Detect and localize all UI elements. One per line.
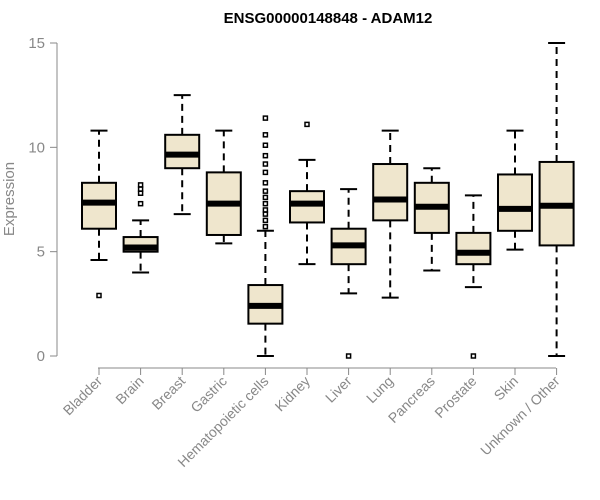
outlier-point	[345, 353, 352, 359]
iqr-box	[81, 181, 117, 230]
outlier-point	[262, 115, 269, 121]
outlier-point	[262, 211, 269, 217]
x-tick-label: Bladder	[60, 373, 106, 419]
x-tick-label: Liver	[322, 373, 355, 406]
x-tick-label: Unknown / Other	[477, 373, 563, 459]
y-tick-label: 5	[37, 244, 45, 261]
outlier-point	[262, 180, 269, 186]
box-1	[122, 182, 159, 274]
y-tick-label: 0	[37, 348, 45, 365]
outlier-point	[262, 188, 269, 194]
x-tick-label: Prostate	[431, 373, 479, 421]
outlier-point	[304, 121, 310, 128]
box-11	[538, 42, 575, 357]
box-9	[455, 194, 492, 359]
outlier-point	[262, 161, 269, 167]
iqr-box	[289, 190, 325, 224]
iqr-box	[164, 133, 201, 170]
outlier-point	[137, 182, 144, 188]
box-3	[205, 129, 242, 245]
outlier-point	[470, 353, 477, 359]
x-tick-label: Skin	[491, 373, 522, 404]
box-6	[330, 188, 367, 359]
chart-title: ENSG00000148848 - ADAM12	[224, 10, 433, 27]
outlier-point	[262, 152, 269, 159]
y-tick-label: 10	[28, 139, 45, 156]
iqr-box	[372, 163, 409, 222]
outlier-point	[262, 169, 269, 176]
outlier-point	[262, 132, 269, 138]
x-tick-label: Lung	[363, 373, 396, 406]
outlier-point	[137, 200, 144, 207]
outlier-point	[137, 190, 144, 196]
x-tick-label: Kidney	[272, 373, 314, 415]
outlier-point	[262, 200, 269, 207]
box-7	[372, 129, 409, 299]
box-4	[247, 115, 284, 357]
outlier-point	[262, 142, 269, 148]
boxes-group	[81, 42, 575, 359]
y-axis-label: Expression	[1, 162, 18, 236]
box-10	[497, 129, 533, 251]
outlier-point	[262, 217, 269, 224]
box-2	[164, 94, 201, 216]
box-8	[413, 167, 450, 272]
outlier-point	[96, 292, 102, 299]
box-0	[81, 129, 117, 299]
x-tick-label: Breast	[148, 373, 188, 413]
outlier-point	[262, 194, 269, 201]
y-tick-label: 15	[28, 35, 45, 52]
outlier-point	[262, 207, 269, 213]
box-5	[289, 121, 325, 266]
iqr-box	[455, 231, 492, 266]
y-axis-ticks: 0 5 10 15	[28, 35, 57, 365]
iqr-box	[497, 173, 533, 232]
x-tick-label: Brain	[112, 373, 146, 407]
outlier-point	[137, 186, 144, 192]
outlier-point	[262, 223, 269, 230]
